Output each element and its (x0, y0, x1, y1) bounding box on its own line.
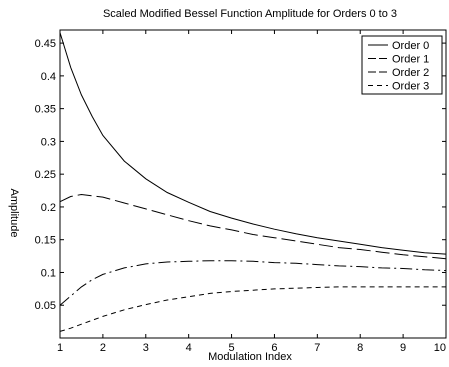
x-axis-label: Modulation Index (208, 351, 292, 363)
x-tick-label: 1 (57, 342, 63, 354)
x-tick-label: 8 (357, 342, 363, 354)
x-axis: 1 2 3 4 5 6 7 8 9 10 (57, 30, 447, 354)
legend-label-order-2: Order 2 (392, 67, 429, 79)
x-tick-label: 3 (143, 342, 149, 354)
x-tick-label: 5 (228, 342, 234, 354)
y-axis: 0.05 0.1 0.15 0.2 0.25 0.3 0.35 0.4 0.45 (35, 38, 446, 312)
x-tick-label: 10 (434, 342, 446, 354)
y-tick-label: 0.35 (35, 104, 56, 116)
y-tick-label: 0.4 (41, 71, 56, 83)
x-tick-label: 2 (100, 342, 106, 354)
y-tick-label: 0.1 (41, 267, 56, 279)
y-tick-label: 0.15 (35, 235, 56, 247)
y-tick-label: 0.25 (35, 169, 56, 181)
y-tick-label: 0.2 (41, 202, 56, 214)
x-tick-label: 4 (186, 342, 192, 354)
y-axis-label: Amplitude (8, 189, 20, 238)
chart-title: Scaled Modified Bessel Function Amplitud… (103, 8, 397, 20)
series-line-order-3 (59, 286, 446, 332)
x-tick-label: 7 (314, 342, 320, 354)
y-tick-label: 0.45 (35, 38, 56, 50)
series-line-order-0 (59, 32, 447, 255)
series-line-order-1 (59, 193, 447, 260)
y-tick-label: 0.3 (41, 136, 56, 148)
x-tick-label: 9 (400, 342, 406, 354)
legend-label-order-1: Order 1 (392, 54, 429, 66)
y-tick-label: 0.05 (35, 300, 56, 312)
legend-label-order-0: Order 0 (392, 40, 429, 52)
legend-label-order-3: Order 3 (392, 81, 429, 93)
legend-box (361, 35, 443, 95)
x-tick-label: 6 (271, 342, 277, 354)
series-line-order-2 (59, 260, 447, 306)
